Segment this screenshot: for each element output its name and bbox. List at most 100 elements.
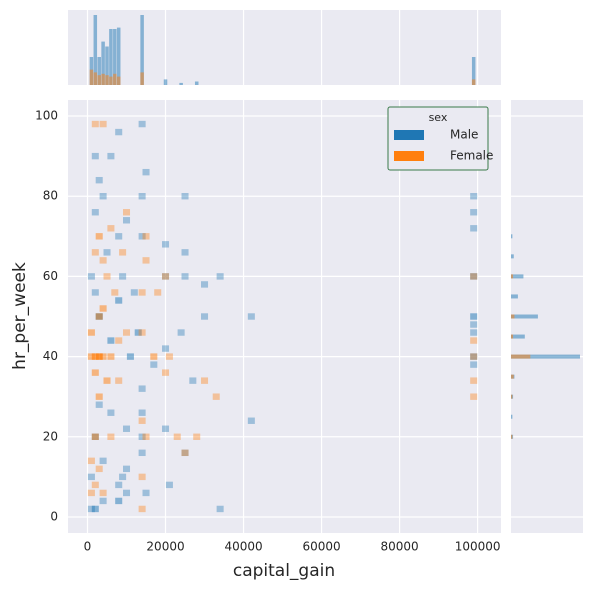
hist2d-cell [470,393,478,400]
hist2d-cell [470,273,478,280]
hist2d-cell [91,433,99,440]
hist2d-cell [111,289,119,296]
y-tick-label: 80 [43,189,58,203]
hist2d-cell [138,409,146,416]
hist2d-cell [470,273,478,280]
hist2d-cell [123,217,131,224]
hist2d-cell [142,168,150,176]
y-tick-label: 100 [35,109,58,123]
hist2d-cell [201,377,209,384]
hist2d-cell [95,393,103,400]
hist2d-cell [181,273,189,280]
hist2d-cell [165,353,173,360]
hist2d-cell [91,369,99,376]
hist2d-cell [115,337,123,344]
hist2d-cell [162,273,170,280]
hist2d-cell [212,393,220,400]
cells [87,120,478,513]
hist2d-cell [91,249,99,256]
hist2d-cell [130,289,138,296]
hist2d-cell [107,152,115,160]
hist2d-cell [91,289,99,296]
legend-label: Female [450,149,493,163]
hist2d-cell [138,385,146,392]
hist2d-cell [138,433,146,440]
hist2d-cell [123,489,131,497]
hist2d-cell [181,193,189,200]
hist2d-cell [150,353,158,360]
y-tick-label: 20 [43,429,58,443]
hist2d-cell [470,353,478,360]
x-tick-label: 40000 [224,540,262,554]
hist2d-cell [115,497,123,505]
hist2d-cell [107,353,115,360]
hist2d-cell [91,353,99,360]
marginal-x-bar [101,41,105,85]
hist2d-cell [119,273,127,280]
hist2d-cell [216,273,224,280]
marginal-x-bar [140,15,144,85]
marginal-y-bar [511,334,514,339]
hist2d-cell [138,449,146,457]
hist2d-cell [123,329,131,336]
hist2d-cell [87,273,95,280]
marginal-x-bar [179,82,183,85]
hist2d-cell [181,449,189,457]
y-axis-label: hr_per_week [10,262,30,370]
marginal-x-bar [140,72,144,85]
hist2d-cell [95,401,103,408]
hist2d-cell [99,457,107,465]
hist2d-cell [99,257,107,264]
hist2d-cell [142,433,150,440]
marginal-y-bar [511,334,525,339]
legend: sex Male Female [387,106,493,171]
hist2d-cell [103,377,111,384]
marginal-y-bar [511,314,515,319]
hist2d-cell [87,489,95,497]
marginal-x-bar [105,75,109,85]
hist2d-cell [123,425,131,432]
marginal-y-bar [511,354,531,359]
marginal-x-bar [116,76,121,85]
marginal-x-bar [113,29,117,85]
marginal-x-bar [113,73,117,85]
hist2d-cell [115,233,123,240]
hist2d-cell [91,505,99,513]
hist2d-cell [103,249,111,256]
hist2d-cell [165,481,173,489]
hist2d-cell [87,329,95,336]
hist2d-cell [107,409,115,416]
x-tick-label: 20000 [146,540,184,554]
hist2d-cell [99,353,107,360]
hist2d-cell [470,361,478,368]
y-tick-label: 60 [43,269,58,283]
y-tick-label: 0 [50,509,58,523]
hist2d-cell [247,313,255,320]
marginal-x-bar [97,75,101,85]
marginal-y-bar [511,274,514,279]
marginals [89,15,580,439]
hist2d-cell [115,481,123,489]
hist2d-cell [99,305,107,312]
hist2d-cell [138,329,146,336]
marginal-y-bar [511,234,513,239]
hist2d-cell [162,425,170,432]
marginal-y-bar [511,434,513,439]
marginal-x-bar [93,15,98,85]
marginal-x-bar [471,57,476,85]
x-tick-label: 0 [84,540,92,554]
hist2d-cell [115,377,123,384]
marginal-x-bar [97,57,101,85]
hist2d-cell [201,313,209,320]
hist2d-cell [115,297,123,304]
top-marginal-axes [68,10,501,85]
hist2d-cell [470,337,478,344]
ticks: 0 20000 40000 60000 80000 100000 0 20 40 60 80 100 [35,109,500,554]
hist2d-cell [107,433,115,440]
x-tick-label: 60000 [302,540,340,554]
main-axes [68,100,501,533]
hist2d-cell [470,225,478,232]
hist2d-cell [162,273,170,280]
y-tick-label: 40 [43,349,58,363]
